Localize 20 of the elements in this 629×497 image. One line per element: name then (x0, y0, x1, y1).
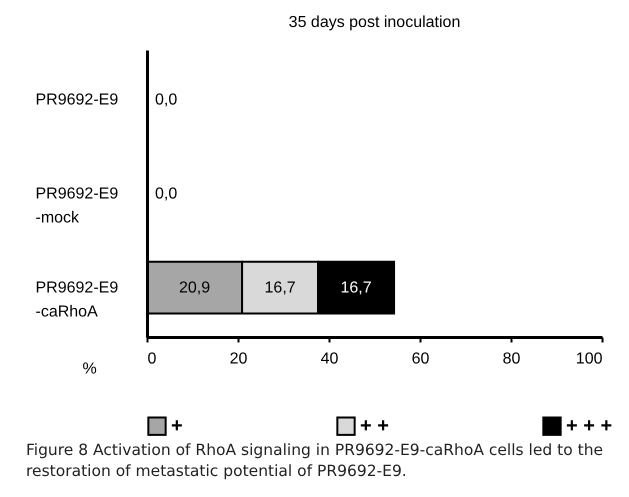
x-tick-label: 0 (148, 350, 156, 368)
data-label: 16,7 (340, 280, 372, 297)
y-tick-label: PR9692-E9 -caRhoA (36, 280, 118, 321)
x-tick-label: 40 (320, 350, 338, 368)
data-label: 16,7 (264, 280, 296, 297)
x-tick-label: 20 (230, 350, 248, 368)
y-tick-label: PR9692-E9 -mock (36, 186, 118, 226)
legend-label: + + (360, 415, 389, 438)
y-tick-label: PR9692-E9 (36, 91, 118, 108)
legend-label: + (171, 415, 183, 438)
x-tick-label: 100 (576, 350, 603, 368)
x-tick-label: 80 (502, 350, 520, 368)
x-tick-label: 60 (412, 350, 430, 368)
data-label: 20,9 (178, 280, 210, 297)
caption: Figure 8 Activation of RhoA signaling in PR9692-E9-caRhoA cells led to the restoration of metastatic potential of PR9692-E9. (26, 440, 604, 482)
chart-title: 35 days post inoculation (288, 14, 460, 31)
legend-label: + + + (566, 415, 612, 438)
data-label: 0,0 (155, 91, 178, 108)
x-axis-title: % (82, 360, 97, 378)
data-label: 0,0 (155, 186, 178, 202)
